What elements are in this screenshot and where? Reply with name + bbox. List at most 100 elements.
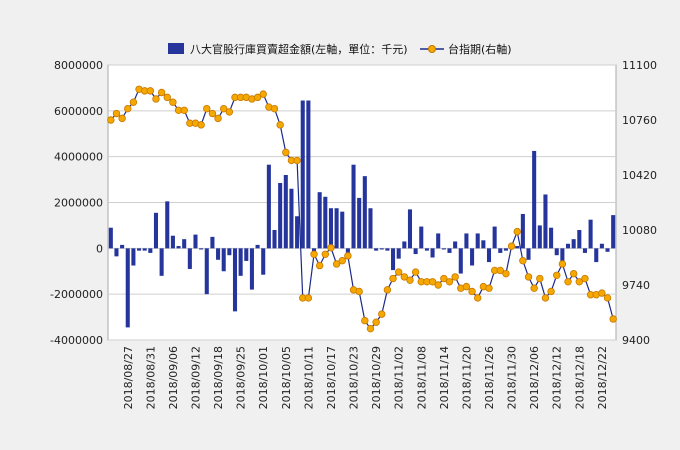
line-point [451,273,459,281]
line-point [400,273,409,281]
legend-bar-label: 八大官股行庫買賣超金額(左軸，單位：千元) [190,42,408,56]
line-point [411,268,420,276]
bar [238,248,243,276]
line-point [394,268,403,276]
left-axis-tick-label: -2000000 [50,288,103,301]
x-axis-tick-label: 2018/10/01 [257,346,270,409]
bar [170,235,175,249]
bar [374,248,379,251]
bar [402,241,407,249]
left-axis-tick-label: 0 [96,242,103,255]
line-point [304,294,313,302]
bar [357,197,362,249]
bar [407,209,413,249]
bar [153,212,159,249]
bar [577,230,582,249]
line-point [197,121,205,129]
bar [244,248,249,261]
bar [232,248,238,312]
line-point [530,284,538,292]
legend: 八大官股行庫買賣超金額(左軸，單位：千元) 台指期(右軸) [168,42,512,56]
bar [447,248,452,253]
bar [436,233,441,249]
bar [588,219,593,249]
x-axis-tick-label: 2018/11/26 [483,346,496,409]
left-axis-tick-label: 2000000 [54,197,103,210]
line-point [603,294,612,302]
bar [565,243,571,249]
line-point [270,104,279,113]
bar [182,239,187,249]
x-axis-tick-label: 2018/11/20 [460,346,473,409]
bar [108,227,113,249]
line-point [220,104,228,113]
bar [605,248,610,252]
bar [594,248,599,263]
bar [419,226,424,249]
line-point [389,274,397,283]
line-point [524,273,533,281]
x-axis-tick-label: 2018/10/11 [302,346,315,409]
bar [120,244,125,249]
legend-line-marker [428,45,436,53]
bar [125,248,130,328]
right-axis-tick-label: 10420 [622,169,657,182]
bar [199,248,204,250]
line-point [485,284,493,292]
bar [571,239,576,249]
x-axis-tick-label: 2018/12/06 [528,346,541,409]
bar [289,188,294,249]
x-axis-tick-label: 2018/10/29 [370,346,383,409]
line-point [609,315,617,323]
bar [611,215,616,249]
line-point [575,278,584,286]
line-point [180,106,188,114]
line-point [276,121,284,129]
right-axis-tick-label: 10760 [622,114,657,127]
line-point [321,250,330,258]
line-point [361,316,369,325]
line-point [203,104,211,113]
bar [340,211,345,249]
bar [261,248,266,275]
bar [430,248,435,258]
x-axis-tick-label: 2018/12/18 [573,346,586,409]
line-point [519,257,527,265]
bar [142,248,147,251]
bar [210,236,215,249]
bar [266,164,271,249]
line-point [428,278,437,286]
bar [526,248,531,260]
line-point [378,310,386,318]
line-point [553,271,561,279]
bar [300,100,305,249]
bar [328,208,333,249]
line-point [581,274,589,283]
bar [295,216,300,249]
line-point [344,252,352,260]
bar [272,230,277,249]
bar [560,248,565,261]
line-point [372,318,380,326]
bar-series [108,100,616,328]
bar [221,248,226,272]
left-axis-tick-label: 6000000 [54,105,103,118]
bar [187,248,192,269]
line-point [146,87,155,95]
line-point [332,260,341,268]
bar [345,248,350,253]
line-point [214,114,222,123]
x-axis-tick-label: 2018/09/12 [189,346,202,409]
line-point [474,294,482,302]
x-axis-tick-label: 2018/11/30 [506,346,519,409]
bar [599,243,604,249]
line-point [169,98,177,106]
bar [520,213,525,249]
x-axis-tick-label: 2018/10/17 [325,346,338,409]
bar [470,248,475,266]
x-axis-tick-label: 2018/09/25 [235,346,248,409]
x-axis-tick-label: 2018/08/31 [144,346,157,409]
line-point [569,269,578,278]
right-axis-tick-label: 11100 [622,59,657,72]
